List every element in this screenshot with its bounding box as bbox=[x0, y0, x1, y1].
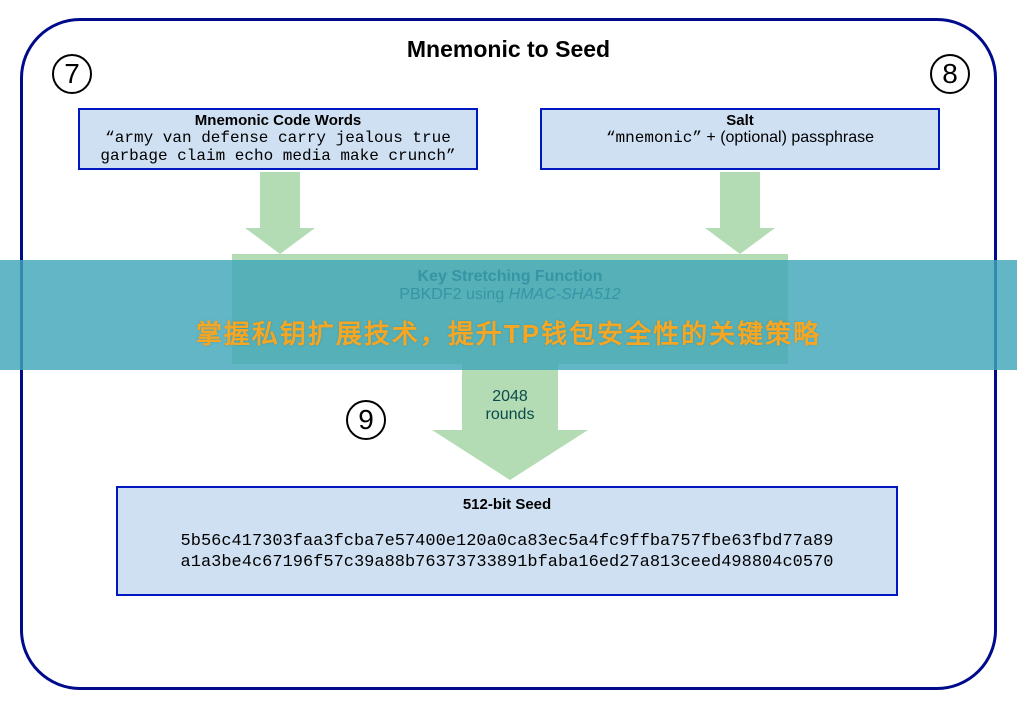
mnemonic-box-title: Mnemonic Code Words bbox=[80, 112, 476, 129]
diagram-title: Mnemonic to Seed bbox=[0, 36, 1017, 63]
seed-hex: 5b56c417303faa3fcba7e57400e120a0ca83ec5a… bbox=[118, 531, 896, 574]
step-badge-8: 8 bbox=[930, 54, 970, 94]
seed-hex-line1: 5b56c417303faa3fcba7e57400e120a0ca83ec5a… bbox=[118, 531, 896, 552]
seed-hex-line2: a1a3be4c67196f57c39a88b76373733891bfaba1… bbox=[118, 552, 896, 573]
mnemonic-box: Mnemonic Code Words “army van defense ca… bbox=[78, 108, 478, 170]
mnemonic-line2: garbage claim echo media make crunch” bbox=[80, 147, 476, 165]
step-badge-7: 7 bbox=[52, 54, 92, 94]
salt-plus: + bbox=[702, 129, 720, 146]
rounds-label: 2048 rounds bbox=[462, 388, 558, 423]
salt-box-title: Salt bbox=[542, 112, 938, 129]
salt-suffix: (optional) passphrase bbox=[720, 129, 874, 146]
arrow-salt-down bbox=[720, 172, 760, 254]
salt-body: “mnemonic” + (optional) passphrase bbox=[542, 129, 938, 147]
rounds-word: rounds bbox=[462, 406, 558, 424]
salt-prefix: “mnemonic” bbox=[606, 129, 702, 147]
seed-box-title: 512-bit Seed bbox=[118, 496, 896, 513]
arrow-mnemonic-down bbox=[260, 172, 300, 254]
mnemonic-line1: “army van defense carry jealous true bbox=[80, 129, 476, 147]
watermark-text: 掌握私钥扩展技术，提升TP钱包安全性的关键策略 bbox=[0, 314, 1017, 351]
seed-box: 512-bit Seed 5b56c417303faa3fcba7e57400e… bbox=[116, 486, 898, 596]
rounds-number: 2048 bbox=[462, 388, 558, 406]
salt-box: Salt “mnemonic” + (optional) passphrase bbox=[540, 108, 940, 170]
step-badge-9: 9 bbox=[346, 400, 386, 440]
